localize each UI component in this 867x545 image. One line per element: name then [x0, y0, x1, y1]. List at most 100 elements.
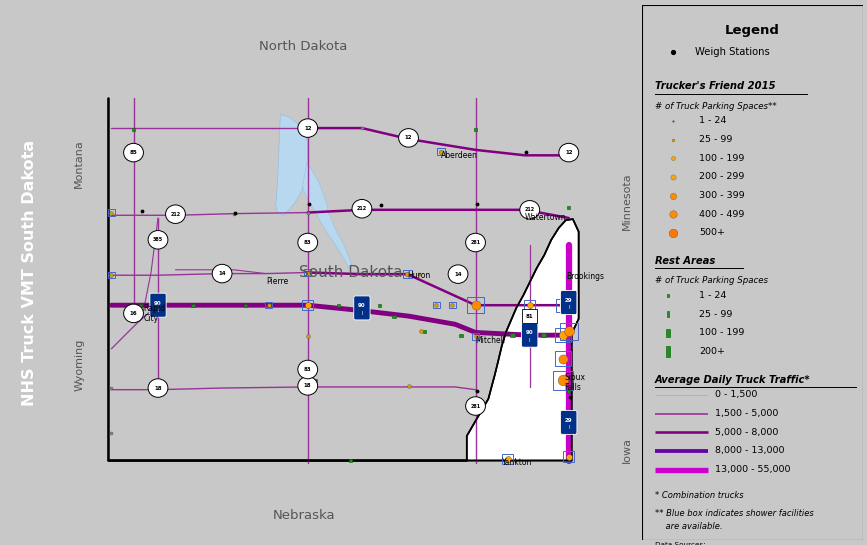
Bar [567, 390, 570, 393]
Text: # of Truck Parking Spaces: # of Truck Parking Spaces [655, 276, 768, 285]
Bar [510, 333, 515, 337]
Text: 12: 12 [405, 135, 413, 141]
Text: 281: 281 [471, 240, 480, 245]
Bar [472, 333, 479, 340]
Text: I: I [568, 305, 570, 311]
Bar [192, 304, 194, 307]
Bar [108, 209, 115, 216]
Text: Montana: Montana [75, 139, 84, 188]
Text: 200 - 299: 200 - 299 [699, 172, 745, 181]
Bar [337, 304, 340, 307]
Bar [563, 418, 575, 430]
Text: 1,500 - 5,000: 1,500 - 5,000 [714, 409, 778, 418]
Bar [522, 309, 538, 323]
FancyBboxPatch shape [561, 410, 577, 434]
Bar [403, 270, 412, 278]
Bar [567, 275, 570, 278]
FancyBboxPatch shape [561, 290, 577, 314]
Bar [666, 346, 670, 357]
Bar [460, 334, 463, 337]
Text: 90: 90 [358, 303, 366, 308]
Text: 12: 12 [304, 125, 311, 131]
Text: 212: 212 [357, 206, 367, 211]
Bar [467, 298, 484, 313]
Text: 18: 18 [304, 383, 311, 389]
Text: Trucker's Friend 2015: Trucker's Friend 2015 [655, 81, 775, 92]
Bar [153, 300, 164, 311]
Bar [502, 453, 513, 464]
Bar [567, 428, 570, 431]
Text: I: I [157, 308, 159, 313]
Circle shape [352, 199, 372, 218]
Text: 16: 16 [130, 311, 137, 316]
Text: 200+: 200+ [699, 347, 725, 356]
Circle shape [298, 119, 317, 137]
Text: Weigh Stations: Weigh Stations [694, 47, 769, 57]
Text: 13,000 - 55,000: 13,000 - 55,000 [714, 465, 790, 474]
Text: 29: 29 [565, 298, 572, 303]
Text: Yankton: Yankton [502, 458, 532, 467]
Text: Minnesota: Minnesota [622, 173, 632, 231]
Polygon shape [59, 461, 642, 545]
Text: NHS Truck VMT South Dakota: NHS Truck VMT South Dakota [22, 140, 37, 405]
Circle shape [166, 205, 186, 223]
Text: 300 - 399: 300 - 399 [699, 191, 745, 200]
Bar [139, 304, 142, 307]
Text: South Dakota: South Dakota [298, 265, 402, 280]
Bar [449, 302, 456, 308]
Text: Rapid
City: Rapid City [143, 304, 166, 323]
Bar [265, 302, 272, 308]
Bar [437, 148, 446, 155]
Bar [308, 128, 311, 131]
Text: Sioux
Falls: Sioux Falls [564, 373, 586, 392]
Text: Wyoming: Wyoming [75, 339, 84, 391]
Text: I: I [568, 425, 570, 431]
Text: 100 - 199: 100 - 199 [699, 328, 745, 337]
Bar [555, 351, 571, 366]
Text: 1 - 24: 1 - 24 [699, 116, 727, 125]
Polygon shape [108, 98, 578, 461]
Circle shape [466, 397, 486, 415]
Text: ** Blue box indicates shower facilities: ** Blue box indicates shower facilities [655, 508, 813, 518]
Polygon shape [59, 0, 642, 98]
Text: 8,000 - 13,000: 8,000 - 13,000 [714, 446, 784, 456]
Text: 90: 90 [154, 300, 162, 306]
Text: 1 - 24: 1 - 24 [699, 291, 727, 300]
Text: Rest Areas: Rest Areas [655, 256, 715, 266]
Text: 100 - 199: 100 - 199 [699, 154, 745, 163]
Text: 12: 12 [565, 150, 572, 155]
Circle shape [448, 265, 468, 283]
Bar [108, 272, 115, 278]
FancyBboxPatch shape [522, 323, 538, 347]
Text: * Combination trucks: * Combination trucks [655, 492, 744, 500]
Bar [560, 323, 577, 340]
Text: I: I [529, 338, 531, 343]
Bar [555, 328, 570, 342]
Text: Brookings: Brookings [566, 272, 603, 281]
Bar [553, 371, 573, 390]
Circle shape [298, 377, 317, 395]
Bar [314, 379, 317, 382]
Circle shape [466, 233, 486, 252]
Text: 85: 85 [130, 150, 137, 155]
Text: 500+: 500+ [699, 228, 725, 238]
Circle shape [212, 264, 232, 283]
Text: 14: 14 [218, 271, 226, 276]
Bar [433, 302, 440, 308]
Text: 0 - 1,500: 0 - 1,500 [714, 390, 757, 399]
Bar [393, 314, 395, 318]
Circle shape [399, 129, 419, 147]
Circle shape [148, 379, 168, 397]
Bar [302, 300, 313, 311]
Text: 25 - 99: 25 - 99 [699, 310, 733, 319]
Bar [349, 459, 352, 462]
Text: 385: 385 [153, 237, 163, 243]
Bar [667, 329, 670, 337]
Text: 5,000 - 8,000: 5,000 - 8,000 [714, 428, 778, 437]
Text: 81: 81 [526, 313, 533, 319]
Circle shape [124, 304, 143, 323]
Text: 400 - 499: 400 - 499 [699, 210, 745, 219]
Polygon shape [303, 164, 352, 268]
Bar [378, 304, 381, 307]
FancyBboxPatch shape [354, 296, 370, 320]
